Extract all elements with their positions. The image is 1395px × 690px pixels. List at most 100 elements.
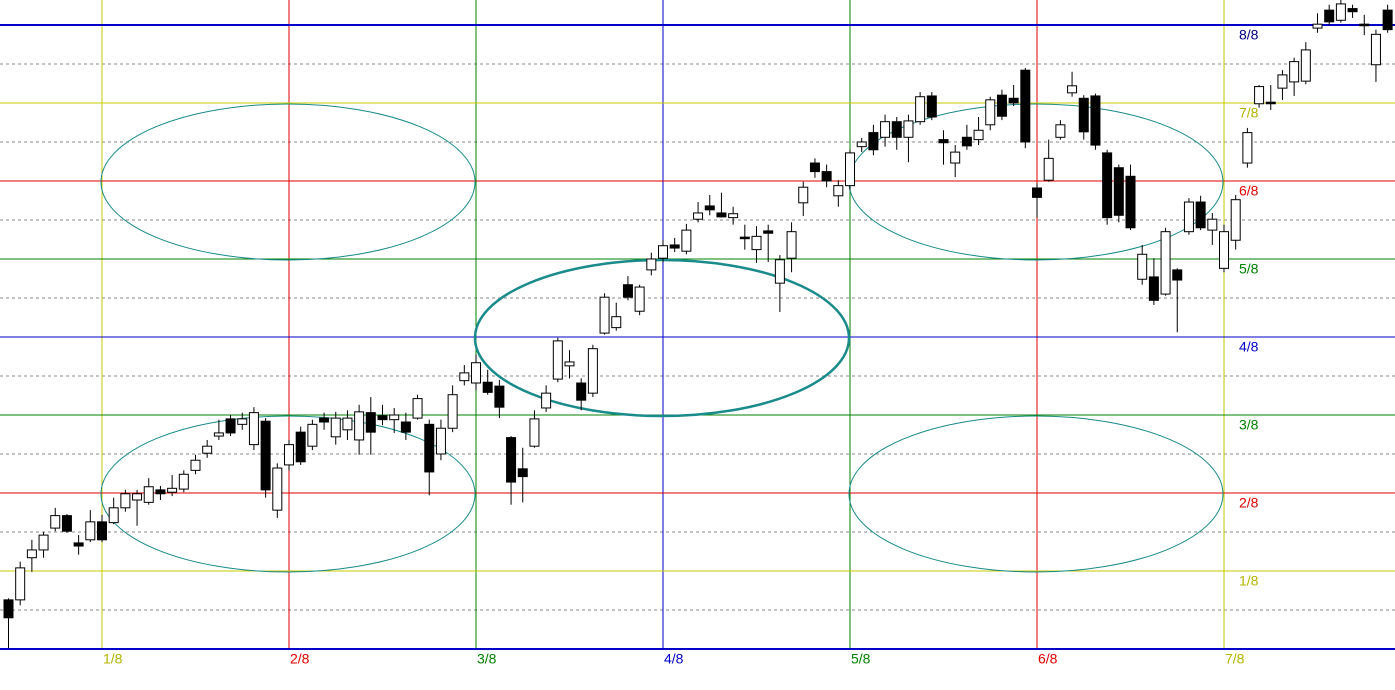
candle-body (143, 486, 154, 503)
candle-body (973, 129, 984, 141)
candle-body (681, 229, 692, 252)
candle-body (693, 212, 704, 220)
candle-body (576, 382, 587, 401)
candle-body (424, 423, 435, 473)
x-tick-label: 4/8 (664, 651, 684, 667)
candle-body (786, 231, 797, 259)
candle-body (167, 487, 178, 493)
candle-body (213, 432, 224, 437)
candle-body (774, 259, 785, 284)
candle-body (3, 599, 14, 619)
candle-body (961, 136, 972, 147)
candle-body (938, 139, 949, 144)
candle-body (891, 121, 902, 138)
candle-body (1242, 132, 1253, 164)
x-tick-label: 6/8 (1038, 651, 1058, 667)
candle-body (1254, 86, 1265, 105)
candle-body (26, 549, 37, 559)
candle-body (1113, 167, 1124, 216)
candle-body (1277, 74, 1288, 89)
candle-body (763, 230, 774, 234)
candle-body (926, 95, 937, 118)
candle-body (950, 151, 961, 164)
candle-body (646, 258, 657, 271)
candle-body (225, 418, 236, 434)
candle-body (155, 489, 166, 495)
candle-body (307, 423, 318, 447)
candle-body (833, 185, 844, 197)
candle-body (330, 417, 341, 438)
y-tick-label: 6/8 (1239, 183, 1259, 199)
candle-body (704, 205, 715, 211)
candle-body (132, 493, 143, 501)
candle-body (1347, 8, 1358, 13)
candle-body (190, 459, 201, 471)
candle-body (260, 420, 271, 491)
candle-body (739, 236, 750, 240)
candle-body (634, 286, 645, 312)
candle-body (61, 515, 72, 532)
candle-body (85, 521, 96, 541)
candle-body (202, 445, 213, 454)
candle-body (482, 381, 493, 393)
candle-body (389, 414, 400, 421)
candle-body (1090, 95, 1101, 146)
x-tick-label: 3/8 (477, 651, 497, 667)
candle-body (856, 141, 867, 148)
candle-body (1335, 3, 1346, 21)
candle-body (1230, 199, 1241, 241)
candle-body (564, 361, 575, 367)
candle-body (1172, 269, 1183, 281)
candle-body (295, 431, 306, 463)
candle-body (751, 235, 762, 251)
candle-body (1020, 69, 1031, 143)
candle-body (1008, 97, 1019, 104)
candle-body (1078, 97, 1089, 133)
candle-body (15, 567, 26, 601)
candle-body (319, 417, 330, 423)
candle-body (1195, 201, 1206, 229)
candle-body (447, 394, 458, 429)
candle-body (1289, 61, 1300, 83)
candle-body (1148, 276, 1159, 301)
candle-body (1137, 253, 1148, 280)
candle-body (798, 186, 809, 204)
x-tick-label: 2/8 (290, 651, 310, 667)
candle-body (985, 99, 996, 126)
candle-body (342, 417, 353, 431)
arc (100, 103, 476, 261)
arc (473, 258, 851, 418)
candle-body (283, 444, 294, 466)
labels: 1/8 2/8 3/8 4/8 5/8 6/8 7/8 1/8 2/8 3/8 4/8 5/8 6/8 7… (103, 27, 1259, 667)
candle-body (459, 372, 470, 382)
candle-body (412, 398, 423, 419)
candle-body (587, 348, 598, 394)
candle-body (435, 427, 446, 455)
candle-body (845, 152, 856, 187)
y-tick-label: 2/8 (1239, 495, 1259, 511)
x-tick-label: 1/8 (103, 651, 123, 667)
y-tick-label: 3/8 (1239, 417, 1259, 433)
candle-body (552, 340, 563, 380)
candle-body (1312, 23, 1323, 29)
candle-body (1043, 157, 1054, 181)
candle-body (1102, 152, 1113, 219)
candle-body (1219, 231, 1230, 269)
y-tick-label: 7/8 (1239, 105, 1259, 121)
candle-body (38, 534, 49, 551)
candle-body (120, 493, 131, 509)
y-tick-label: 8/8 (1239, 27, 1259, 43)
candle-body (821, 171, 832, 182)
candle-body (1055, 124, 1066, 138)
candle-body (1324, 9, 1335, 23)
x-tick-label: 7/8 (1225, 651, 1245, 667)
candle-body (529, 418, 540, 447)
candles (3, 0, 1393, 649)
candle-body (96, 521, 107, 541)
candle-body (1370, 33, 1381, 66)
candle-body (1265, 101, 1276, 105)
candle-body (868, 132, 879, 151)
candle-body (108, 507, 119, 524)
